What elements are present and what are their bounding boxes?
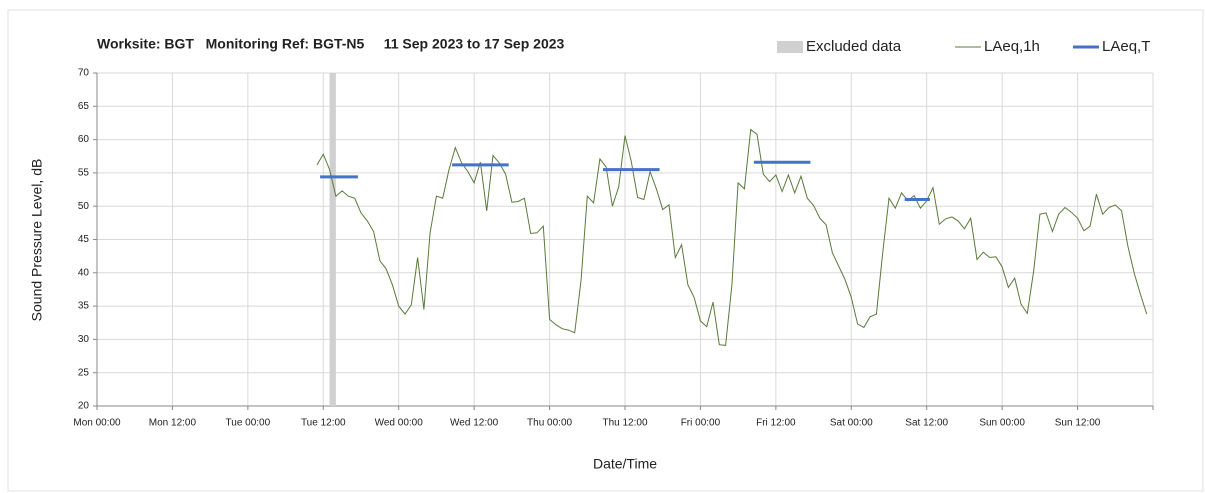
x-tick-label: Tue 12:00	[301, 418, 346, 429]
x-tick-label: Thu 12:00	[602, 418, 647, 429]
y-tick-label: 30	[78, 334, 90, 345]
x-tick-label: Sat 00:00	[830, 418, 873, 429]
y-tick-label: 40	[78, 267, 90, 278]
series-line	[320, 160, 930, 201]
series-line	[316, 128, 1148, 346]
frame	[7, 9, 1204, 492]
legend-label: LAeq,T	[1102, 38, 1150, 55]
y-tick-label: 70	[78, 68, 90, 79]
x-tick-label: Mon 12:00	[149, 418, 197, 429]
legend-swatch	[777, 41, 803, 53]
x-tick-label: Fri 12:00	[756, 418, 796, 429]
chart-title: Worksite: BGT Monitoring Ref: BGT-N5 11 …	[97, 36, 565, 52]
x-tick-label: Wed 12:00	[450, 418, 499, 429]
x-tick-label: Fri 00:00	[681, 418, 721, 429]
excluded-band	[329, 73, 336, 406]
x-tick-label: Sun 12:00	[1055, 418, 1101, 429]
x-tick-label: Sun 00:00	[979, 418, 1025, 429]
x-tick-label: Sat 12:00	[905, 418, 948, 429]
legend-label: Excluded data	[806, 38, 902, 55]
y-tick-label: 35	[78, 301, 90, 312]
legend-label: LAeq,1h	[984, 38, 1040, 55]
x-tick-label: Mon 00:00	[73, 418, 121, 429]
y-tick-label: 50	[78, 201, 90, 212]
y-tick-label: 55	[78, 168, 90, 179]
x-axis-label: Date/Time	[593, 456, 657, 472]
y-tick-label: 45	[78, 234, 90, 245]
y-tick-label: 20	[78, 401, 90, 412]
x-tick-label: Tue 00:00	[226, 418, 271, 429]
y-tick-label: 25	[78, 367, 90, 378]
y-tick-label: 65	[78, 101, 90, 112]
y-axis-label: Sound Pressure Level, dB	[29, 159, 45, 322]
y-tick-label: 60	[78, 134, 90, 145]
x-tick-label: Wed 00:00	[375, 418, 424, 429]
x-tick-label: Thu 00:00	[527, 418, 572, 429]
